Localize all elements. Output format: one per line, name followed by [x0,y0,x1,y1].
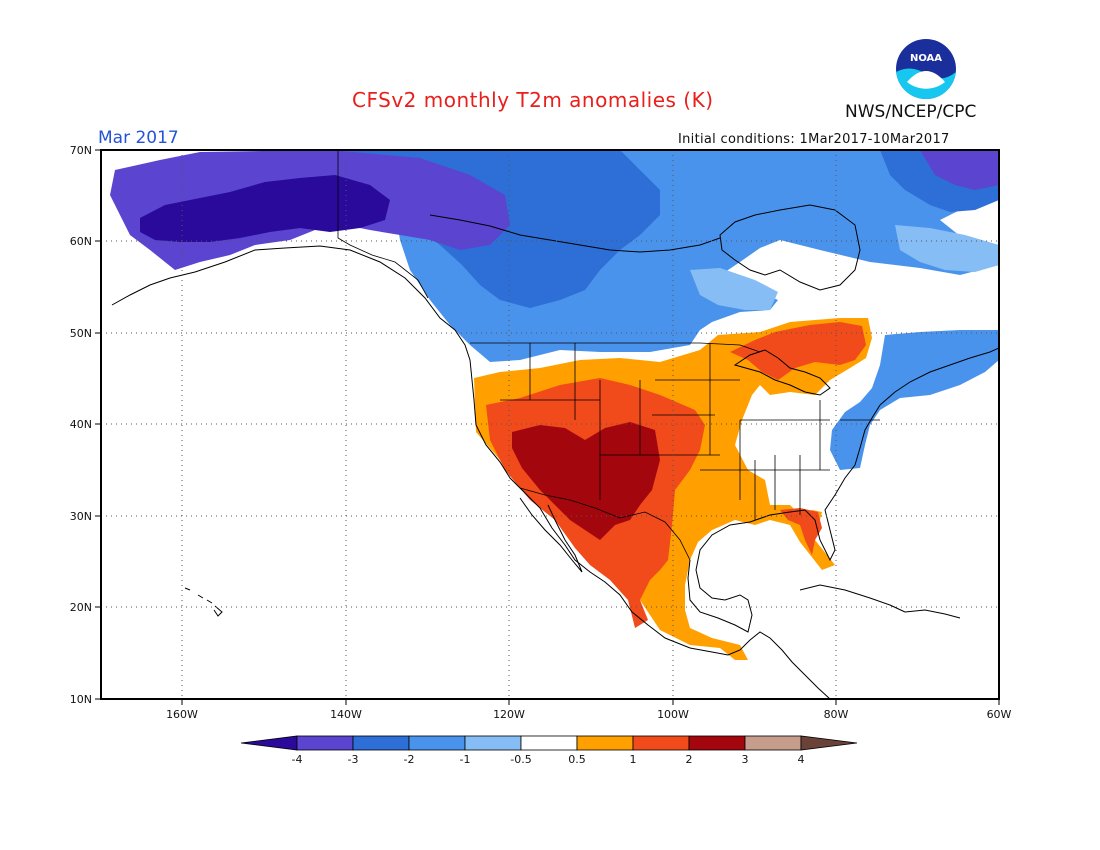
anomaly-region-lightblue-ne [690,268,778,310]
noaa-logo: NOAA [895,38,957,100]
lon-label: 100W [657,708,689,721]
valid-month-label: Mar 2017 [98,128,179,148]
lon-label: 120W [493,708,525,721]
colorbar-tick-label: -2 [404,753,415,766]
coastline-west [111,245,831,699]
colorbar-segment [408,735,466,751]
lon-label: 60W [987,708,1012,721]
colorbar-tick-label: 2 [686,753,693,766]
lat-label: 40N [70,418,92,431]
lon-label: 140W [330,708,362,721]
anomaly-region-lightblue [895,225,999,272]
colorbar-segment [744,735,802,751]
colorbar: -4 -3 -2 -1 -0.5 0.5 1 2 3 4 [240,735,858,766]
anomaly-region-darkred [512,422,660,540]
logo-text: NOAA [910,53,942,64]
coastline-arctic [429,214,721,253]
border-states [500,343,880,520]
colorbar-tick-label: 1 [630,753,637,766]
anomaly-field [110,150,999,660]
lat-label: 50N [70,327,92,340]
lat-label: 60N [70,235,92,248]
anomaly-region-red-florida [780,508,822,555]
colorbar-tick-label: -4 [292,753,303,766]
colorbar-tick-label: 3 [742,753,749,766]
coastlines [111,204,999,699]
political-borders [337,150,880,561]
colorbar-tick-label: 4 [798,753,805,766]
coastline-east [879,347,999,406]
colorbar-tick-label: -1 [460,753,471,766]
colorbar-segment [632,735,690,751]
initial-conditions-label: Initial conditions: 1Mar2017-10Mar2017 [678,132,950,147]
lat-label: 20N [70,601,92,614]
colorbar-segment [520,735,578,751]
coastline-hawaii [184,587,223,617]
lat-label: 70N [70,144,92,157]
colorbar-arrow-high [800,735,858,751]
coastline-hispaniola [904,609,961,619]
lon-label: 160W [166,708,198,721]
anomaly-region-blue-east [830,330,999,470]
anomaly-region-purple-ne [920,150,999,190]
colorbar-tick-label: -0.5 [510,753,531,766]
lat-label: 10N [70,693,92,706]
coastline-cuba [799,584,906,613]
coastline-baja [519,497,583,573]
coastline-greatlakes [733,349,831,396]
colorbar-segment [296,735,354,751]
colorbar-segment [576,735,634,751]
page-title: CFSv2 monthly T2m anomalies (K) [352,88,714,112]
colorbar-segment [464,735,522,751]
colorbar-tick-label: -3 [348,753,359,766]
border-us-mexico [519,487,691,561]
coastline-gulf [687,404,881,633]
tick-marks [95,149,1000,705]
colorbar-arrow-low [240,735,298,751]
colorbar-segment [352,735,410,751]
anomaly-region-indigo [140,175,390,242]
lat-label: 30N [70,510,92,523]
colorbar-tick-label: 0.5 [568,753,586,766]
anomaly-region-red-greatlakes [730,322,866,380]
colorbar-segment [688,735,746,751]
coastline-hudson [719,204,861,291]
border-alaska-canada [337,150,429,299]
lon-label: 80W [824,708,849,721]
agency-label: NWS/NCEP/CPC [845,102,977,122]
